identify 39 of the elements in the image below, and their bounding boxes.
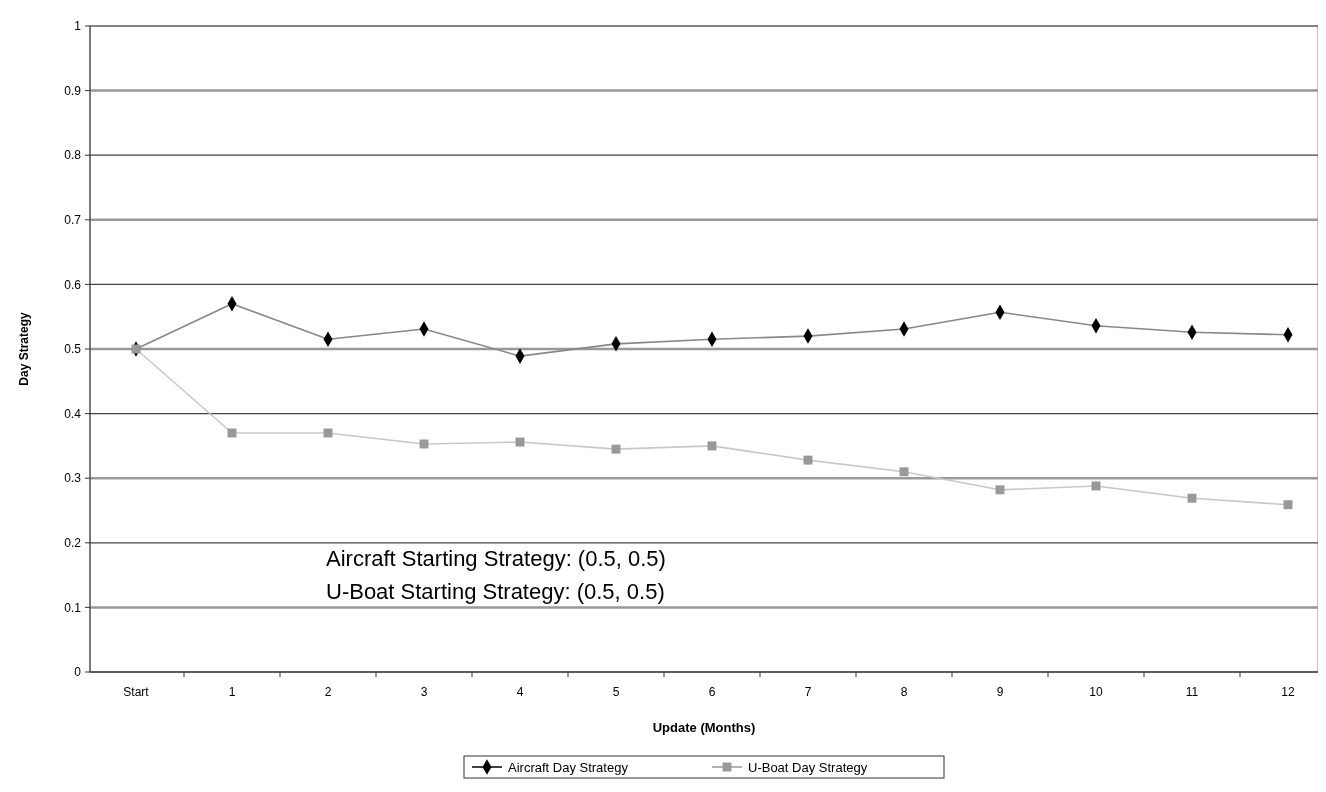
y-tick-label: 1 bbox=[74, 19, 82, 34]
point bbox=[611, 444, 621, 454]
y-tick-label: 0.5 bbox=[64, 342, 82, 357]
x-tick-label: 11 bbox=[1185, 685, 1199, 699]
y-tick-label: 0.3 bbox=[64, 471, 82, 486]
annotation: U-Boat Starting Strategy: (0.5, 0.5) bbox=[326, 579, 665, 604]
y-tick-label: 0.4 bbox=[64, 406, 82, 421]
y-tick-label: 0.1 bbox=[64, 600, 82, 615]
point bbox=[419, 439, 429, 449]
y-tick-label: 0.9 bbox=[64, 83, 82, 98]
annotation: Aircraft Starting Strategy: (0.5, 0.5) bbox=[326, 546, 666, 571]
x-tick-label: 1 bbox=[228, 685, 236, 699]
x-tick-label: 12 bbox=[1281, 685, 1295, 699]
point bbox=[1187, 493, 1197, 503]
point bbox=[1091, 481, 1101, 491]
x-axis-title: Update (Months) bbox=[652, 720, 756, 735]
legend-label: U-Boat Day Strategy bbox=[748, 759, 868, 775]
x-tick-label: 9 bbox=[996, 685, 1004, 699]
x-tick-label: 6 bbox=[708, 685, 716, 699]
point bbox=[899, 467, 909, 477]
x-tick-label: 2 bbox=[324, 685, 332, 699]
x-tick-label: 7 bbox=[804, 685, 812, 699]
x-tick-label: 4 bbox=[516, 685, 524, 699]
point bbox=[1283, 500, 1293, 510]
x-tick-label: 10 bbox=[1089, 685, 1103, 699]
y-tick-label: 0.2 bbox=[64, 536, 82, 550]
y-tick-label: 0 bbox=[74, 665, 82, 680]
legend-label: Aircraft Day Strategy bbox=[508, 759, 629, 775]
point bbox=[995, 485, 1005, 495]
x-tick-label: 5 bbox=[612, 685, 620, 699]
y-tick-label: 0.6 bbox=[64, 277, 82, 292]
y-tick-label: 0.8 bbox=[64, 148, 82, 163]
point bbox=[707, 441, 717, 451]
y-tick-label: 0.7 bbox=[64, 213, 82, 227]
x-tick-label: Start bbox=[123, 685, 150, 699]
x-tick-label: 8 bbox=[900, 685, 908, 699]
point bbox=[803, 455, 813, 465]
y-axis-title: Day Strategy bbox=[17, 312, 31, 386]
x-tick-label: 3 bbox=[420, 685, 428, 699]
